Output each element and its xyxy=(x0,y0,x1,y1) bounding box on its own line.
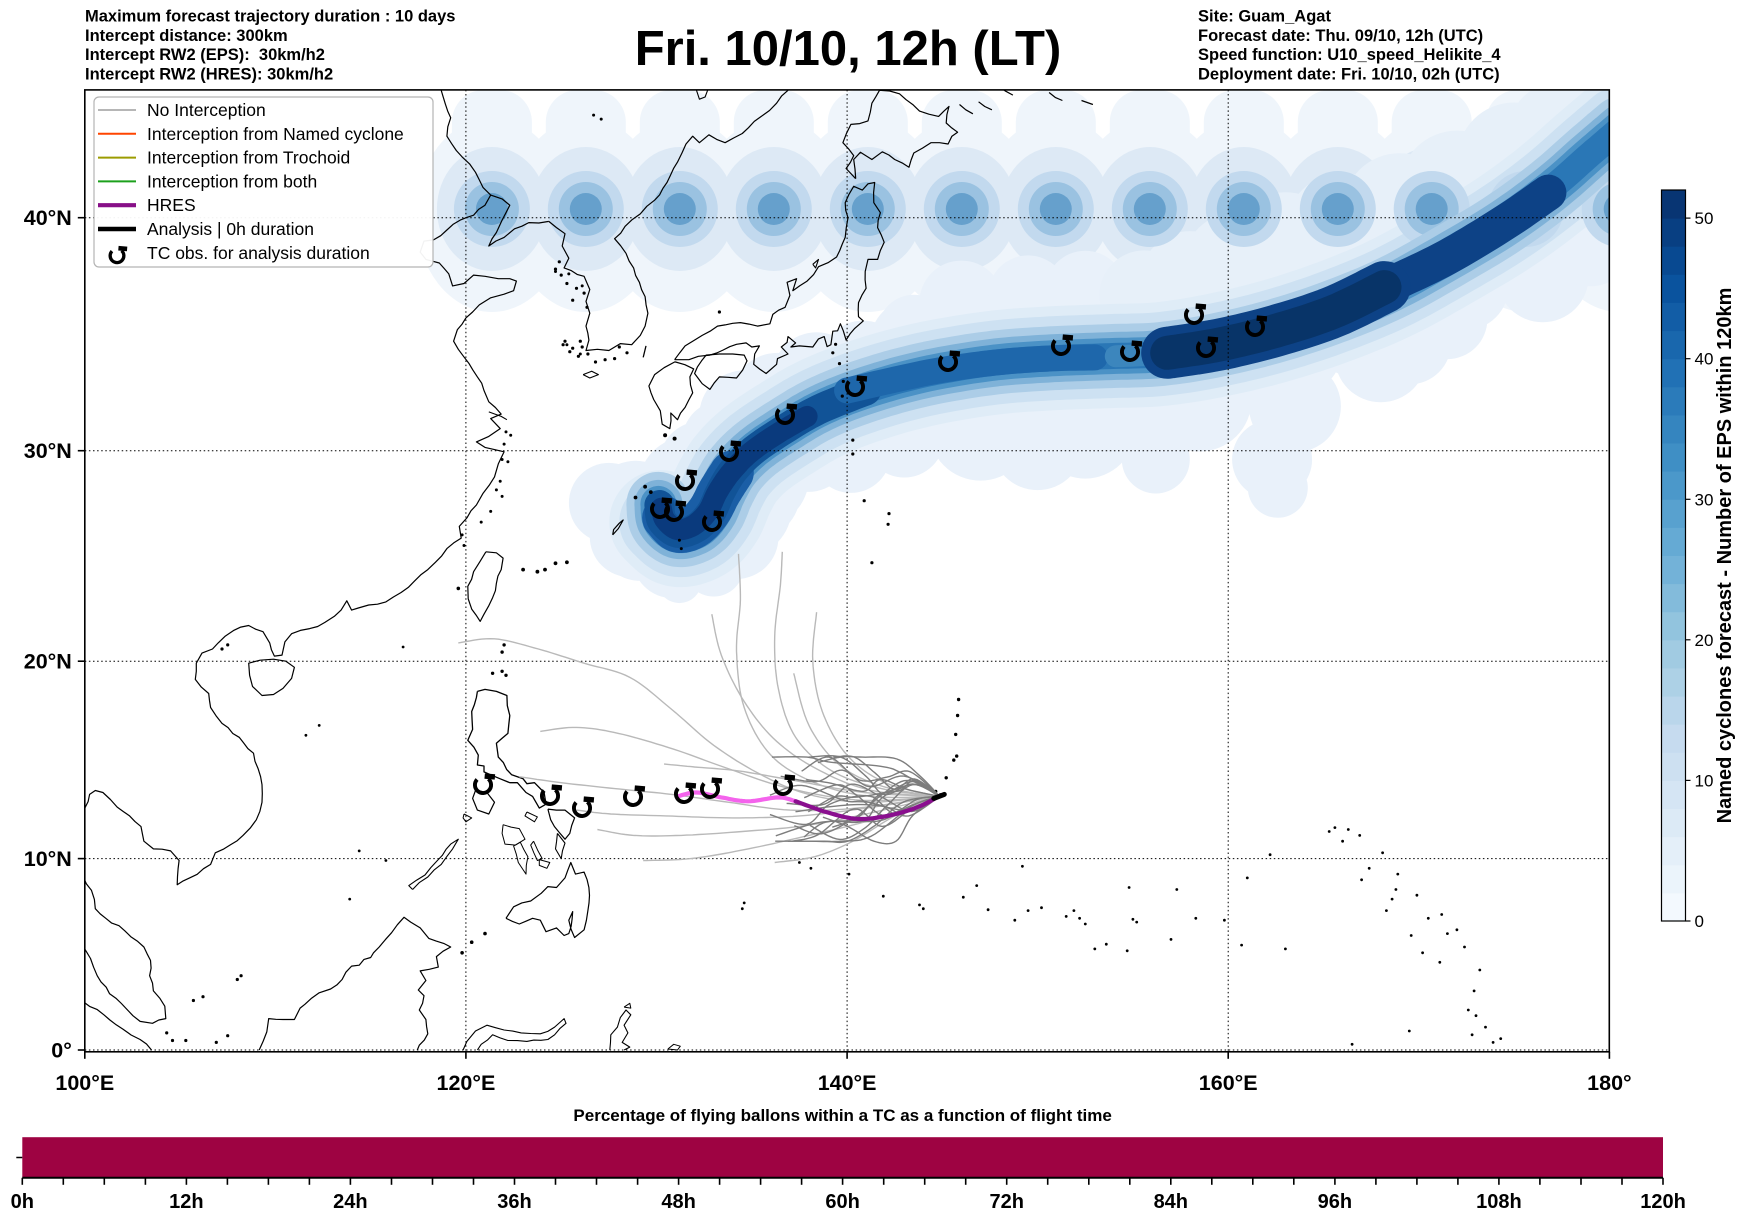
svg-text:84h: 84h xyxy=(1154,1191,1188,1213)
svg-text:0: 0 xyxy=(1695,912,1704,931)
svg-text:Site: Guam_Agat: Site: Guam_Agat xyxy=(1198,8,1331,26)
svg-text:Intercept RW2 (HRES): 30km/h2: Intercept RW2 (HRES): 30km/h2 xyxy=(85,65,333,83)
svg-text:Intercept RW2 (EPS): 30km/h2: Intercept RW2 (EPS): 30km/h2 xyxy=(85,46,325,64)
svg-text:Fri. 10/10, 12h (LT): Fri. 10/10, 12h (LT) xyxy=(635,22,1062,76)
svg-text:10°N: 10°N xyxy=(24,847,72,871)
svg-text:96h: 96h xyxy=(1318,1191,1352,1213)
svg-text:120h: 120h xyxy=(1640,1191,1686,1213)
svg-text:100°E: 100°E xyxy=(55,1071,114,1095)
svg-text:40: 40 xyxy=(1695,350,1714,369)
svg-text:Interception from both: Interception from both xyxy=(147,171,317,191)
svg-text:10: 10 xyxy=(1695,771,1714,790)
svg-text:12h: 12h xyxy=(169,1191,203,1213)
svg-text:Interception from Trochoid: Interception from Trochoid xyxy=(147,148,350,168)
svg-text:60h: 60h xyxy=(825,1191,859,1213)
svg-text:Forecast date: Thu. 09/10, 12h: Forecast date: Thu. 09/10, 12h (UTC) xyxy=(1198,27,1483,45)
svg-text:0°: 0° xyxy=(51,1039,72,1063)
svg-text:36h: 36h xyxy=(497,1191,531,1213)
svg-text:Percentage of flying ballons w: Percentage of flying ballons within a TC… xyxy=(573,1106,1111,1125)
svg-text:Intercept distance: 300km: Intercept distance: 300km xyxy=(85,27,288,45)
svg-text:120°E: 120°E xyxy=(436,1071,495,1095)
svg-text:108h: 108h xyxy=(1476,1191,1522,1213)
svg-text:180°: 180° xyxy=(1587,1071,1631,1095)
svg-text:30: 30 xyxy=(1695,490,1714,509)
svg-text:48h: 48h xyxy=(661,1191,695,1213)
svg-text:Analysis | 0h duration: Analysis | 0h duration xyxy=(147,219,314,239)
svg-text:72h: 72h xyxy=(989,1191,1023,1213)
svg-text:Interception from Named cyclon: Interception from Named cyclone xyxy=(147,124,404,144)
svg-text:Speed function: U10_speed_Heli: Speed function: U10_speed_Helikite_4 xyxy=(1198,46,1501,64)
svg-text:40°N: 40°N xyxy=(24,206,72,230)
svg-text:50: 50 xyxy=(1695,209,1714,228)
svg-text:No Interception: No Interception xyxy=(147,100,266,120)
svg-text:160°E: 160°E xyxy=(1199,1071,1258,1095)
svg-text:140°E: 140°E xyxy=(818,1071,877,1095)
svg-text:20°N: 20°N xyxy=(24,650,72,674)
svg-text:20: 20 xyxy=(1695,631,1714,650)
svg-text:24h: 24h xyxy=(333,1191,367,1213)
svg-text:Named cyclones forecast - Numb: Named cyclones forecast - Number of EPS … xyxy=(1714,288,1736,824)
svg-text:TC obs. for analysis duration: TC obs. for analysis duration xyxy=(147,243,370,263)
svg-text:Maximum forecast trajectory du: Maximum forecast trajectory duration : 1… xyxy=(85,8,455,26)
svg-text:HRES: HRES xyxy=(147,195,196,215)
svg-text:Deployment date: Fri. 10/10, 0: Deployment date: Fri. 10/10, 02h (UTC) xyxy=(1198,65,1500,83)
svg-text:30°N: 30°N xyxy=(24,439,72,463)
svg-text:0h: 0h xyxy=(11,1191,34,1213)
